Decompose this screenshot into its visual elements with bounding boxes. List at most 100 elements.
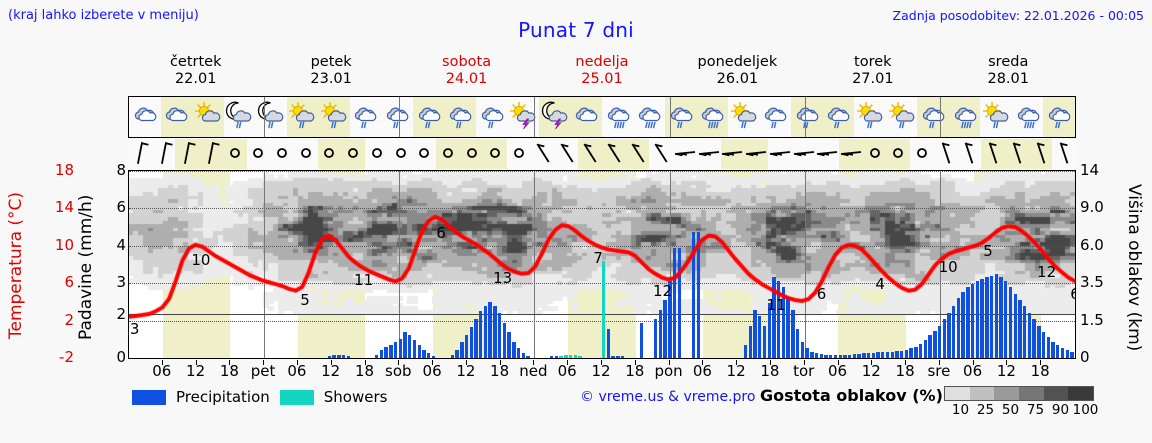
weather-icon-cloud [822,97,855,137]
day-name: petek [310,54,352,70]
day-date: 22.01 [174,71,217,87]
wind-barb [175,139,200,169]
day-name: nedelja [575,54,629,70]
x-axis-tick-label: 18 [490,362,510,380]
x-axis-tick [465,360,467,365]
weather-icon-cloud [791,97,823,137]
weather-icon-cloud [917,97,949,137]
temperature-label: 6 [816,285,827,304]
weather-icon-cloud [129,97,161,137]
wind-barb [649,139,673,169]
temperature-label: 5 [983,242,993,261]
credit-text[interactable]: © vreme.us & vreme.pro [580,389,756,405]
wind-barb [1005,139,1029,169]
wind-barb-calm [247,139,271,169]
x-axis-tick [229,360,231,365]
weather-icon-cloud [602,97,634,137]
cloud-density-tick: 25 [976,402,995,418]
x-axis-tick [634,360,636,365]
day-header-6: torek 27.01 [805,52,940,94]
wind-barb [815,139,839,169]
cloud-density-step [945,387,970,400]
x-axis-tick [668,360,670,365]
precipitation-tick: 8 [116,161,126,179]
temperature-label: 12 [1037,262,1057,281]
x-axis-tick-label: 06 [963,362,983,380]
wind-barb [981,139,1006,169]
chart-legend: Precipitation Showers [132,386,387,408]
weather-icon-cloud [1043,97,1075,137]
wind-barb [199,139,223,169]
x-axis-tick-label: 06 [287,362,307,380]
x-axis-tick-label: 18 [625,362,645,380]
weather-icon-cloud [948,97,981,137]
wind-barb [744,139,768,169]
temperature-tick: 2 [64,310,74,329]
cloud-height-tick: 14 [1080,161,1100,179]
day-name: ponedeljek [697,54,778,70]
x-axis-tick-label: sob [385,362,412,380]
cloud-density-step [1019,387,1044,400]
day-separator [399,97,401,137]
wind-barb-calm [507,139,531,169]
weather-icon-cloud [444,97,476,137]
day-header-row: četrtek 22.01 petek 23.01 sobota 24.01 nedelja… [128,52,1076,94]
weather-icon-cloud [760,97,792,137]
wind-barb [1028,139,1053,169]
temperature-axis-title: Temperatura (°C) [6,191,26,339]
wind-barb [934,139,958,169]
x-axis-tick-label: 12 [996,362,1016,380]
x-axis-tick [533,360,535,365]
weather-icon-moon-cloud-storm [538,97,571,137]
showers-legend-label: Showers [323,388,388,406]
temperature-tick: -2 [59,348,74,366]
wind-barb-calm [389,139,413,169]
wind-barb-calm [412,139,436,169]
x-axis-tick [972,360,974,365]
x-axis-tick-label: pon [654,362,683,380]
day-name: sobota [442,54,492,70]
x-axis-tick [499,360,501,365]
day-separator [804,97,806,137]
wind-barb [128,139,152,169]
weather-icon-cloud [570,97,602,137]
cloud-height-tick: 3.5 [1080,273,1104,292]
x-axis-tick [905,360,907,365]
x-axis-tick [871,360,873,365]
temperature-label: 6 [436,223,446,242]
wind-barb-calm [270,139,294,169]
last-update-note: Zadnja posodobitev: 22.01.2026 - 00:05 [892,8,1144,23]
precipitation-tick: 0 [116,348,126,366]
precipitation-tick: 6 [116,198,126,217]
wind-barb [697,139,721,169]
showers-swatch [279,389,314,405]
wind-barb [578,139,603,169]
precipitation-swatch [132,389,166,405]
day-separator [264,97,266,137]
wind-barb-calm [459,139,484,169]
cloud-density-scale [944,386,1094,401]
weather-icon-sun-cloud [980,97,1012,137]
page-title: Punat 7 dni [518,18,634,42]
x-axis-tick-label: 12 [321,362,341,380]
wind-barb-calm [317,139,342,169]
temperature-curve [129,171,1075,358]
weather-icon-sun-cloud [886,97,918,137]
x-axis-tick [1006,360,1008,365]
day-date: 23.01 [310,71,352,87]
weather-icon-sun-cloud-storm [507,97,539,137]
x-axis-tick-label: sre [927,362,951,380]
wind-barb-calm [365,139,389,169]
day-name: torek [854,54,892,70]
day-header-2: petek 23.01 [263,52,398,94]
cloud-height-tick: 0 [1080,348,1090,366]
x-axis-tick-label: 12 [186,362,206,380]
x-axis-tick [702,360,704,365]
x-axis-tick [601,360,602,365]
x-axis-tick [398,360,400,365]
temperature-tick: 10 [54,235,74,254]
wind-barb [720,139,745,169]
day-header-3: sobota 24.01 [399,52,534,94]
day-separator [939,97,941,137]
location-menu-note: (kraj lahko izberete v meniju) [8,8,199,23]
